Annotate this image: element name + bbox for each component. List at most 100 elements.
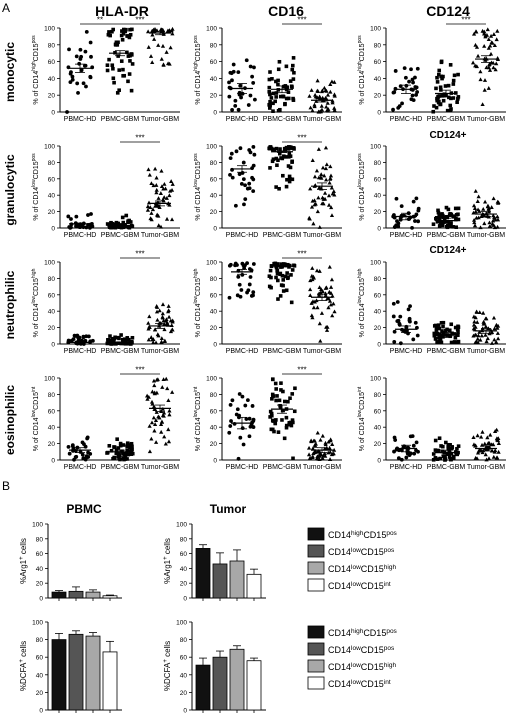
point: [454, 212, 459, 217]
point: [166, 314, 172, 319]
point: [239, 181, 244, 186]
point: [166, 427, 171, 432]
point: [472, 220, 477, 225]
point: [478, 337, 483, 342]
point: [121, 74, 125, 78]
point: [487, 61, 492, 66]
y-tick-label: 20: [180, 690, 188, 697]
point: [248, 64, 253, 69]
point: [438, 102, 442, 107]
point: [151, 378, 157, 383]
y-tick-label: 40: [374, 76, 382, 83]
row-title-neutrophilic: neutrophilic: [3, 270, 17, 339]
x-tick-label: Tumor-GBM: [467, 348, 505, 355]
column-title-cd124: CD124: [426, 3, 470, 19]
point: [244, 417, 249, 421]
point: [164, 50, 169, 54]
point: [105, 222, 110, 226]
point: [316, 448, 321, 453]
bar: [246, 660, 262, 711]
point: [495, 325, 500, 330]
point: [496, 441, 501, 446]
point: [440, 212, 444, 216]
point: [153, 418, 159, 422]
point: [322, 451, 327, 456]
point: [445, 108, 450, 113]
point: [154, 309, 160, 314]
point: [489, 40, 494, 45]
point: [442, 220, 446, 224]
point: [112, 455, 116, 460]
y-tick-label: 40: [48, 193, 56, 200]
point: [116, 341, 121, 346]
point: [273, 421, 277, 425]
point: [68, 80, 73, 85]
point: [482, 199, 488, 204]
point: [117, 225, 121, 229]
point: [146, 45, 151, 49]
point: [251, 425, 256, 429]
point: [411, 337, 416, 342]
point: [456, 324, 460, 329]
point: [471, 435, 476, 439]
point: [156, 223, 161, 228]
point: [435, 340, 439, 344]
x-tick-label: Tumor-GBM: [141, 464, 179, 471]
scatter-panel-r2-c2: 0 20 40 60 80 100 % of CD14lowCD15high PBMC-HD P…: [357, 260, 506, 355]
point: [330, 313, 335, 318]
point: [313, 448, 318, 453]
point: [448, 103, 453, 108]
point: [270, 397, 274, 401]
point: [284, 96, 289, 101]
y-axis-label: %DCFA+ cells: [19, 641, 28, 691]
point: [399, 457, 404, 462]
point: [319, 287, 324, 292]
point: [332, 92, 337, 97]
point: [456, 97, 460, 101]
point: [275, 163, 279, 168]
point: [269, 275, 273, 280]
point: [443, 84, 448, 88]
x-tick-label: PBMC-GBM: [101, 464, 140, 471]
point: [268, 409, 273, 414]
point: [155, 317, 160, 322]
point: [392, 449, 396, 454]
point: [233, 203, 238, 208]
point: [473, 443, 478, 448]
point: [494, 436, 499, 441]
subtitle-cd124-neutrophilic: CD124+: [430, 245, 467, 256]
point: [159, 56, 164, 61]
point: [170, 31, 175, 36]
point: [439, 88, 443, 92]
point: [329, 79, 335, 84]
point: [274, 275, 278, 280]
y-tick-label: 0: [213, 226, 217, 233]
point: [155, 377, 160, 382]
y-tick-label: 0: [377, 226, 381, 233]
point: [395, 319, 400, 323]
point: [431, 452, 436, 456]
point: [283, 262, 287, 267]
y-tick-label: 100: [370, 26, 381, 33]
point: [492, 215, 497, 220]
point: [444, 328, 448, 333]
y-tick-label: 80: [374, 276, 382, 283]
point: [496, 449, 501, 454]
point: [170, 26, 175, 31]
point: [440, 222, 445, 227]
y-tick-label: 80: [36, 536, 44, 543]
point: [329, 185, 334, 190]
point: [126, 79, 130, 84]
point: [83, 49, 88, 54]
point: [392, 213, 396, 217]
point: [68, 71, 73, 76]
x-tick-label: Tumor-GBM: [467, 116, 505, 123]
point: [84, 454, 89, 459]
point: [320, 289, 325, 294]
point: [323, 293, 328, 298]
point: [477, 447, 482, 452]
point: [70, 74, 75, 79]
point: [72, 457, 76, 462]
point: [413, 85, 418, 89]
point: [493, 217, 498, 222]
